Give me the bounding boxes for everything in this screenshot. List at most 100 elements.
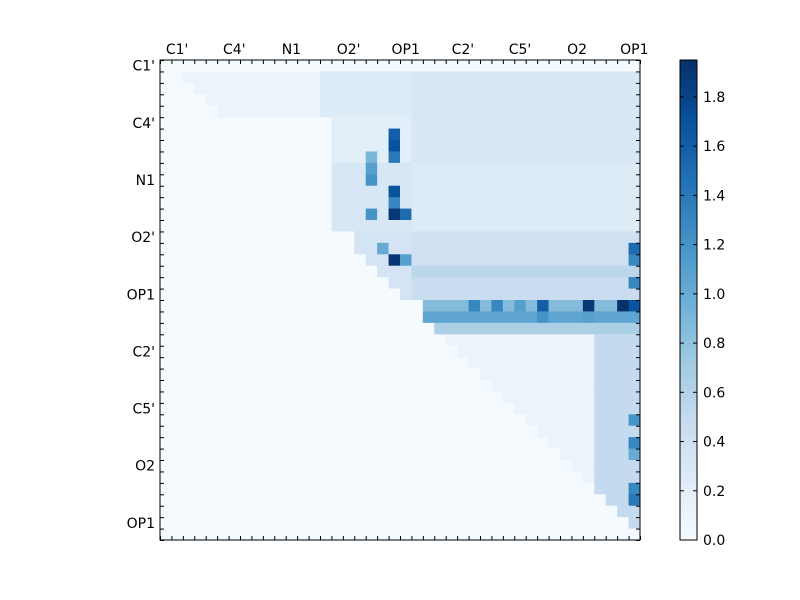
x-tick-label: O2'	[337, 42, 361, 58]
heatmap-cell	[571, 494, 584, 507]
heatmap-cell	[262, 151, 275, 164]
heatmap-cell	[502, 414, 515, 427]
heatmap-cell	[342, 380, 355, 392]
heatmap-cell	[194, 185, 207, 198]
heatmap-cell	[171, 448, 184, 461]
heatmap-cell	[365, 517, 378, 529]
heatmap-cell	[320, 231, 332, 244]
heatmap-cell	[274, 208, 287, 221]
heatmap-cell	[228, 494, 241, 507]
heatmap-cell	[182, 140, 195, 152]
heatmap-cell	[491, 322, 504, 335]
heatmap-cell	[434, 425, 447, 438]
heatmap-cell	[628, 117, 641, 129]
heatmap-cell	[308, 322, 321, 335]
heatmap-cell	[182, 94, 195, 107]
heatmap-cell	[297, 448, 309, 461]
heatmap-cell	[182, 357, 195, 369]
heatmap-cell	[605, 231, 618, 244]
heatmap-cell	[251, 94, 264, 107]
heatmap-cell	[628, 105, 641, 118]
heatmap-cell	[400, 482, 412, 495]
heatmap-cell	[365, 254, 378, 267]
heatmap-cell	[274, 151, 287, 164]
heatmap-cell	[422, 242, 435, 255]
heatmap-cell	[251, 517, 264, 529]
heatmap-cell	[525, 220, 538, 232]
heatmap-cell	[388, 277, 401, 289]
heatmap-cell	[617, 105, 629, 118]
heatmap-cell	[594, 128, 607, 141]
heatmap-cell	[217, 437, 229, 449]
heatmap-cell	[411, 380, 424, 392]
heatmap-cell	[297, 242, 309, 255]
heatmap-cell	[160, 185, 172, 198]
heatmap-cell	[354, 185, 367, 198]
heatmap-cell	[342, 140, 355, 152]
heatmap-cell	[262, 231, 275, 244]
heatmap-cell	[388, 334, 401, 347]
heatmap-cell	[194, 357, 207, 369]
heatmap-cell	[182, 151, 195, 164]
heatmap-cell	[388, 482, 401, 495]
heatmap-cell	[365, 220, 378, 232]
heatmap-cell	[594, 174, 607, 187]
heatmap-cell	[502, 471, 515, 484]
heatmap-cell	[560, 117, 572, 129]
heatmap-cell	[491, 82, 504, 95]
heatmap-cell	[628, 368, 641, 381]
heatmap-cell	[262, 517, 275, 529]
heatmap-cell	[388, 402, 401, 415]
heatmap-cell	[480, 60, 492, 72]
heatmap-cell	[160, 231, 172, 244]
heatmap-cell	[400, 368, 412, 381]
heatmap-cell	[160, 482, 172, 495]
heatmap-cell	[285, 151, 298, 164]
heatmap-cell	[274, 71, 287, 84]
heatmap-cell	[594, 391, 607, 404]
heatmap-cell	[525, 437, 538, 449]
heatmap-cell	[297, 162, 309, 175]
heatmap-cell	[605, 402, 618, 415]
heatmap-cell	[320, 220, 332, 232]
heatmap-cell	[217, 71, 229, 84]
heatmap-cell	[491, 425, 504, 438]
heatmap-cell	[388, 528, 401, 541]
heatmap-cell	[171, 368, 184, 381]
heatmap-cell	[365, 357, 378, 369]
heatmap-cell	[605, 494, 618, 507]
heatmap-cell	[491, 105, 504, 118]
heatmap-cell	[194, 391, 207, 404]
heatmap-cell	[171, 311, 184, 324]
heatmap-cell	[331, 128, 344, 141]
heatmap-cell	[445, 151, 458, 164]
heatmap-cell	[434, 94, 447, 107]
heatmap-cell	[502, 174, 515, 187]
heatmap-cell	[560, 345, 572, 358]
heatmap-cell	[434, 60, 447, 72]
heatmap-cell	[400, 174, 412, 187]
heatmap-cell	[548, 197, 561, 209]
heatmap-cell	[594, 162, 607, 175]
heatmap-cell	[537, 300, 549, 312]
heatmap-cell	[411, 174, 424, 187]
y-tick-label: N1	[136, 173, 155, 189]
heatmap-cell	[491, 288, 504, 301]
heatmap-cell	[342, 242, 355, 255]
heatmap-cell	[285, 334, 298, 347]
heatmap-cell	[297, 482, 309, 495]
heatmap-cell	[365, 60, 378, 72]
heatmap-cell	[617, 334, 629, 347]
heatmap-cell	[228, 482, 241, 495]
heatmap-cell	[582, 311, 595, 324]
heatmap-cell	[171, 151, 184, 164]
heatmap-cell	[171, 322, 184, 335]
heatmap-cell	[594, 471, 607, 484]
heatmap-cell	[445, 402, 458, 415]
heatmap-cell	[582, 300, 595, 312]
heatmap-cell	[400, 197, 412, 209]
heatmap-cell	[342, 105, 355, 118]
heatmap-cell	[537, 277, 549, 289]
heatmap-cell	[617, 345, 629, 358]
heatmap-cell	[251, 231, 264, 244]
